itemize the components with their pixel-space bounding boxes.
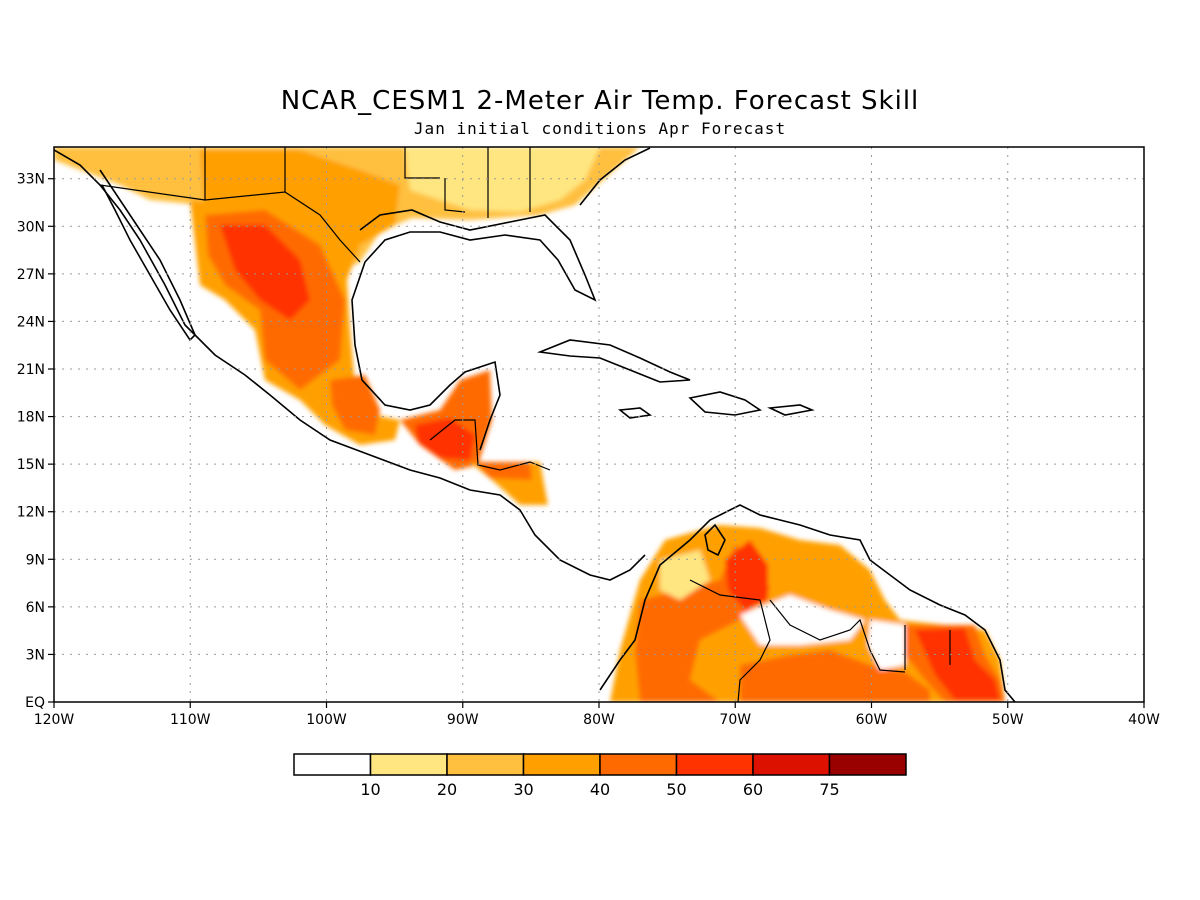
lat-tick-label: 15N bbox=[17, 457, 45, 473]
skill-region-guatemala-peak bbox=[415, 418, 475, 460]
lon-tick-label: 50W bbox=[992, 712, 1024, 728]
lat-tick-label: 24N bbox=[17, 314, 45, 330]
coastline-north-america bbox=[54, 149, 646, 581]
colorbar-swatch bbox=[828, 753, 907, 776]
colorbar: 10 20 30 40 50 60 75 bbox=[293, 753, 907, 799]
skill-region-honduras-core bbox=[475, 462, 532, 480]
border-us-states bbox=[204, 147, 531, 218]
lon-tick-label: 120W bbox=[34, 712, 75, 728]
lon-tick-label: 80W bbox=[583, 712, 615, 728]
coastline-baja bbox=[99, 169, 196, 342]
colorbar-swatch bbox=[752, 753, 831, 776]
border-central-america bbox=[429, 419, 551, 471]
colorbar-swatch bbox=[522, 753, 601, 776]
lat-tick-label: EQ bbox=[25, 695, 45, 711]
lat-tick-label: 33N bbox=[17, 172, 45, 188]
coastline-florida-east bbox=[579, 147, 651, 206]
border-sa-countries bbox=[689, 579, 951, 702]
lat-tick-label: 18N bbox=[17, 410, 45, 426]
lon-tick-label: 110W bbox=[170, 712, 211, 728]
longitude-axis: 120W 110W 100W 90W 80W 70W 60W 50W 40W bbox=[34, 702, 1160, 728]
colorbar-label: 40 bbox=[590, 780, 610, 799]
colorbar-swatch bbox=[293, 753, 372, 776]
lon-tick-label: 100W bbox=[306, 712, 347, 728]
skill-shading-layer bbox=[54, 147, 1005, 702]
skill-region-us-southeast-light bbox=[405, 147, 600, 212]
colorbar-label: 60 bbox=[743, 780, 763, 799]
coastline-gulf bbox=[351, 209, 597, 451]
colorbar-swatch bbox=[675, 753, 754, 776]
coastline-south-america bbox=[599, 504, 1016, 702]
lon-tick-label: 90W bbox=[447, 712, 479, 728]
map-title: NCAR_CESM1 2-Meter Air Temp. Forecast Sk… bbox=[280, 86, 920, 116]
gridlines bbox=[54, 147, 1144, 702]
colorbar-swatch bbox=[446, 753, 525, 776]
lat-tick-label: 3N bbox=[26, 647, 45, 663]
coastline-lake-maracaibo bbox=[704, 523, 726, 557]
coastline-layer bbox=[54, 147, 1016, 702]
skill-region-guianas-peak bbox=[915, 628, 1000, 700]
lat-tick-label: 21N bbox=[17, 362, 45, 378]
border-layer bbox=[99, 147, 951, 702]
colorbar-swatch bbox=[599, 753, 678, 776]
coastline-puerto-rico bbox=[767, 404, 815, 416]
skill-region-sa-low-1 bbox=[740, 595, 865, 645]
latitude-axis: EQ 3N 6N 9N 12N 15N 18N 21N 24N 27N 30N 33N bbox=[17, 172, 54, 711]
coastline-hispaniola bbox=[688, 391, 763, 416]
skill-region-sa-amazon bbox=[740, 650, 930, 702]
skill-region-sw-mexico bbox=[330, 375, 380, 435]
lat-tick-label: 27N bbox=[17, 267, 45, 283]
lat-tick-label: 30N bbox=[17, 219, 45, 235]
colorbar-label: 10 bbox=[360, 780, 380, 799]
skill-region-sa-low-3 bbox=[868, 620, 905, 670]
colorbar-label: 30 bbox=[513, 780, 533, 799]
lat-tick-label: 6N bbox=[26, 600, 45, 616]
coastline-cuba bbox=[536, 339, 691, 383]
colorbar-label: 50 bbox=[666, 780, 686, 799]
skill-region-mexico-peak bbox=[220, 225, 310, 320]
border-us-mexico bbox=[99, 184, 361, 263]
colorbar-label: 75 bbox=[819, 780, 839, 799]
lon-tick-label: 70W bbox=[719, 712, 751, 728]
lon-tick-label: 40W bbox=[1128, 712, 1160, 728]
coastline-jamaica bbox=[617, 407, 653, 419]
lat-tick-label: 12N bbox=[17, 505, 45, 521]
skill-region-sa-low-2 bbox=[660, 550, 710, 600]
map-subtitle: Jan initial conditions Apr Forecast bbox=[413, 119, 787, 138]
lat-tick-label: 9N bbox=[26, 552, 45, 568]
skill-region-sa-peak bbox=[725, 540, 768, 610]
colorbar-label: 20 bbox=[437, 780, 457, 799]
colorbar-swatch bbox=[369, 753, 448, 776]
lon-tick-label: 60W bbox=[856, 712, 888, 728]
